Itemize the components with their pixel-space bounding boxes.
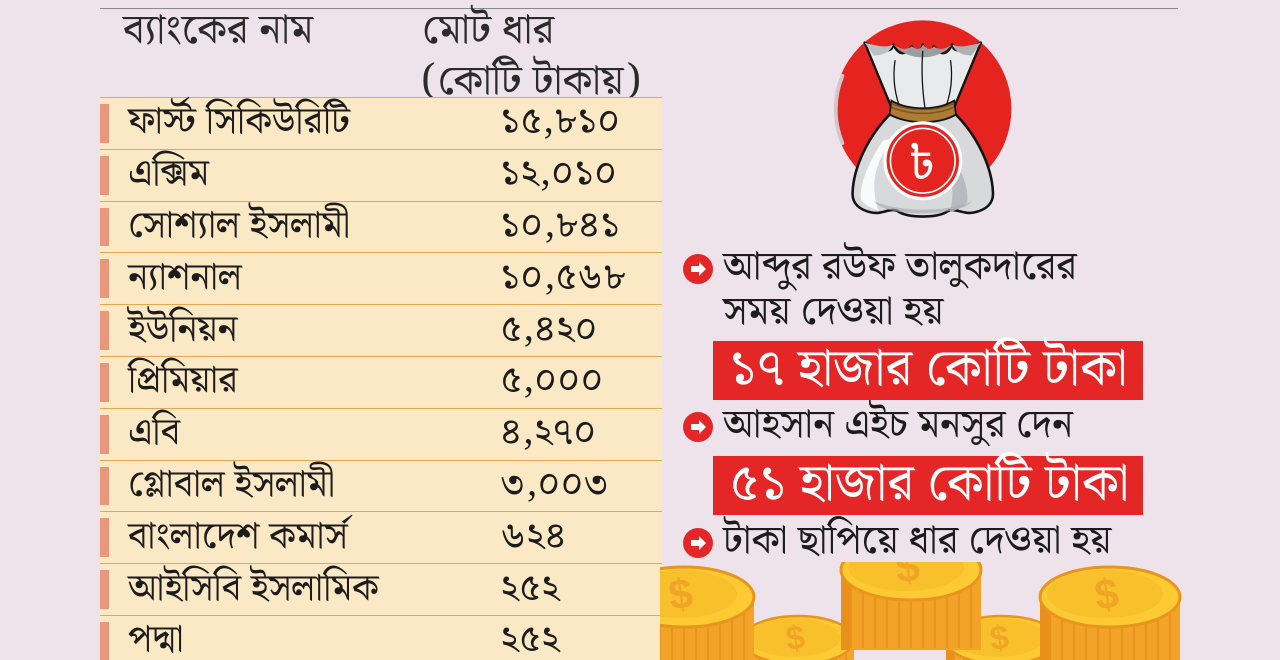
svg-text:৳: ৳ bbox=[908, 137, 935, 198]
